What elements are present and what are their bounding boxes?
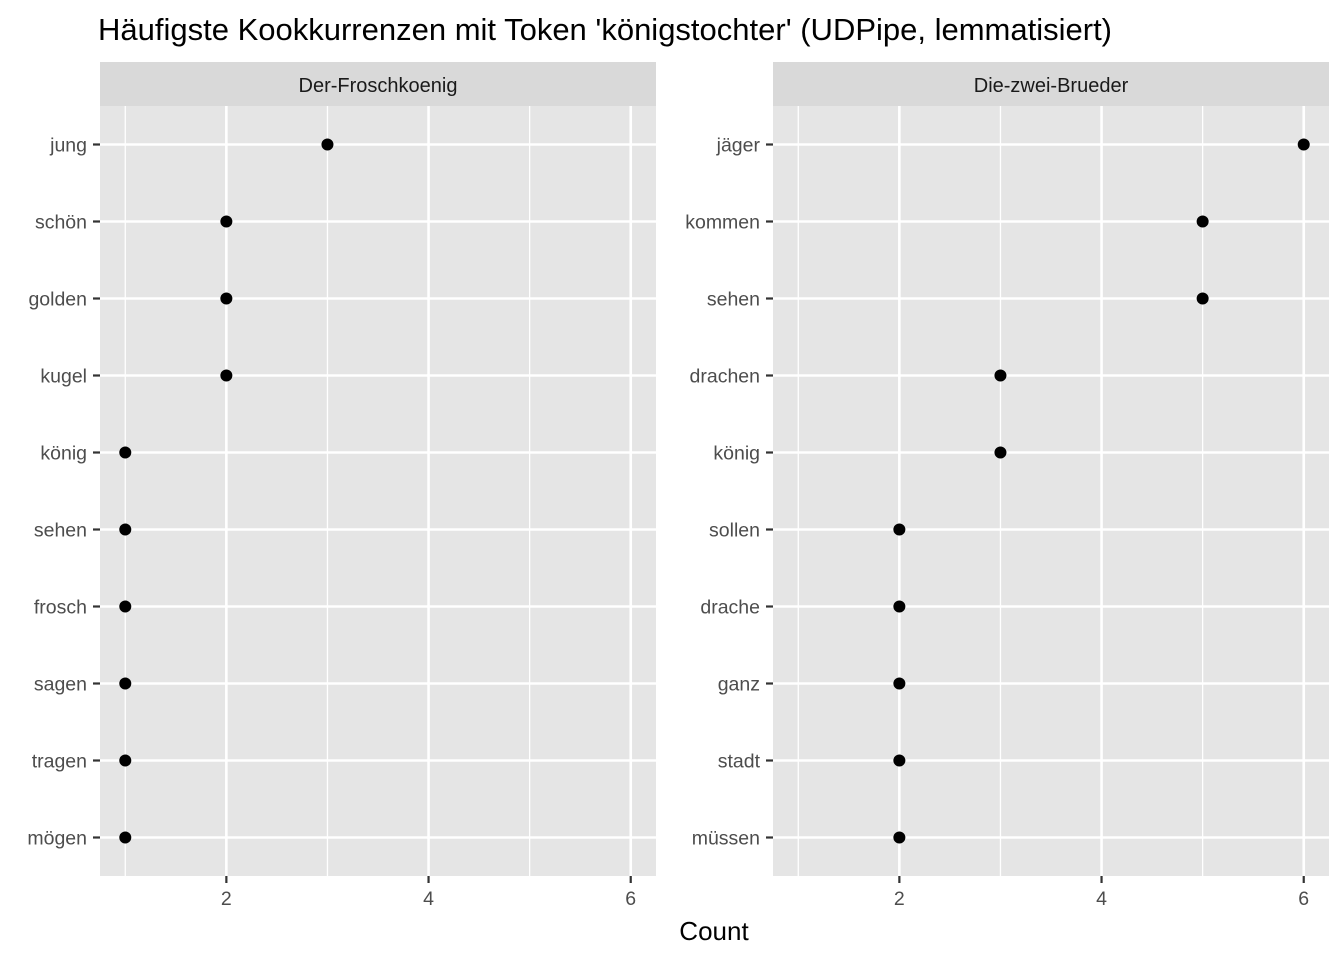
y-tick-label: müssen [692, 828, 760, 850]
data-point [119, 831, 132, 844]
facet-strip-label: Die-zwei-Brueder [974, 75, 1129, 97]
y-tick-label: frosch [34, 597, 87, 619]
gridlines [773, 106, 1329, 876]
points [893, 138, 1310, 844]
x-tick-label: 6 [1298, 888, 1309, 910]
facet-strip [773, 62, 1329, 106]
panel-background [773, 106, 1329, 876]
data-point [119, 754, 132, 767]
data-point [321, 138, 334, 151]
data-point [119, 600, 132, 613]
y-tick-label: sehen [707, 289, 760, 311]
x-tick-label: 4 [1096, 888, 1107, 910]
facet-panel-die-zwei-brueder: Die-zwei-Brueder 2 4 6 jäger kommen sehen dra… [685, 62, 1329, 910]
chart-title: Häufigste Kookkurrenzen mit Token 'könig… [98, 12, 1112, 47]
y-tick-label: könig [713, 443, 760, 465]
y-axis-ticks: jung schön golden kugel könig sehen frosch sage… [27, 135, 100, 850]
y-tick-label: jäger [716, 135, 761, 157]
y-tick-label: golden [28, 289, 87, 311]
y-tick-label: sagen [34, 674, 87, 696]
y-tick-label: mögen [27, 828, 87, 850]
x-tick-label: 4 [423, 888, 434, 910]
data-point [220, 215, 233, 228]
y-tick-label: drachen [690, 366, 760, 388]
data-point [994, 369, 1007, 382]
data-point [893, 523, 906, 536]
y-tick-label: könig [40, 443, 87, 465]
facet-panel-der-froschkoenig: Der-Froschkoenig 2 4 6 jung schön golden kuge… [27, 62, 656, 910]
data-point [119, 677, 132, 690]
y-axis-ticks: jäger kommen sehen drachen könig sollen drache… [685, 135, 773, 850]
facet-strip [100, 62, 656, 106]
y-tick-label: drache [700, 597, 760, 619]
y-tick-label: schön [35, 212, 87, 234]
points [119, 138, 334, 844]
data-point [1196, 215, 1209, 228]
y-tick-label: jung [49, 135, 87, 157]
data-point [1196, 292, 1209, 305]
x-axis-ticks: 2 4 6 [894, 876, 1309, 910]
x-axis-title: Count [679, 916, 749, 946]
data-point [220, 369, 233, 382]
data-point [893, 831, 906, 844]
data-point [893, 754, 906, 767]
y-tick-label: sollen [709, 520, 760, 542]
y-tick-label: kommen [685, 212, 760, 234]
data-point [893, 600, 906, 613]
data-point [893, 677, 906, 690]
x-tick-label: 2 [894, 888, 905, 910]
x-axis-ticks: 2 4 6 [221, 876, 636, 910]
data-point [119, 523, 132, 536]
data-point [220, 292, 233, 305]
data-point [1297, 138, 1310, 151]
y-tick-label: ganz [718, 674, 760, 696]
facet-strip-label: Der-Froschkoenig [299, 75, 458, 97]
x-tick-label: 6 [625, 888, 636, 910]
data-point [119, 446, 132, 459]
y-tick-label: tragen [32, 751, 87, 773]
y-tick-label: kugel [40, 366, 87, 388]
y-tick-label: sehen [34, 520, 87, 542]
gridlines [100, 106, 656, 876]
data-point [994, 446, 1007, 459]
panel-background [100, 106, 656, 876]
y-tick-label: stadt [718, 751, 761, 773]
x-tick-label: 2 [221, 888, 232, 910]
